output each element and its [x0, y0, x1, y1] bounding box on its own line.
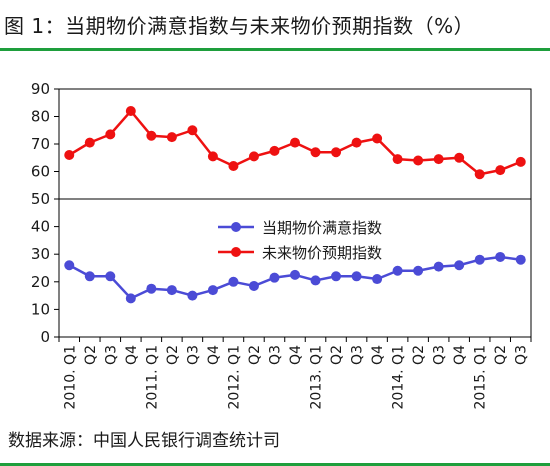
x-tick-label: Q3: [514, 345, 530, 365]
expected-series-point: [433, 154, 444, 165]
expected-series-point: [413, 155, 424, 166]
top-y-tick-label: 80: [31, 108, 50, 126]
bottom-y-tick-label: 40: [31, 218, 50, 236]
expected-series-point: [351, 137, 362, 148]
x-tick-label: 2012. Q1: [226, 345, 242, 409]
expected-series-point: [331, 147, 342, 158]
x-tick-label: Q2: [165, 345, 181, 365]
current-series-point: [413, 265, 424, 276]
current-series-point: [228, 276, 239, 287]
x-tick-label: Q2: [247, 345, 263, 365]
expected-series-point: [495, 165, 506, 176]
x-tick-label: Q3: [432, 345, 448, 365]
chart-title: 图 1：当期物价满意指数与未来物价预期指数（%）: [4, 14, 475, 38]
current-series-point: [290, 269, 300, 280]
x-tick-label: 2010. Q1: [62, 345, 78, 409]
expected-series-point: [207, 151, 218, 162]
legend-entry-expected-swatch-dot: [231, 247, 241, 257]
current-series-point: [146, 283, 157, 294]
current-series-point: [433, 261, 444, 272]
x-tick-label: Q3: [350, 345, 366, 365]
current-series-point: [166, 285, 177, 296]
legend-entry-expected-label: 未来物价预期指数: [262, 244, 382, 262]
source-note: 数据来源：中国人民银行调查统计司: [8, 431, 280, 451]
current-series-point: [372, 274, 383, 285]
expected-series-point: [105, 129, 116, 140]
x-tick-label: Q3: [185, 345, 201, 365]
expected-series-point: [146, 130, 157, 141]
expected-series-point: [228, 161, 239, 171]
x-tick-label: Q3: [103, 345, 119, 365]
title-divider: [0, 48, 550, 51]
current-series-point: [310, 275, 321, 286]
bottom-y-tick-label: 10: [31, 300, 50, 318]
expected-series-point: [290, 137, 300, 148]
x-tick-label: Q2: [493, 345, 509, 365]
current-series-point: [495, 251, 506, 262]
x-tick-label: Q4: [124, 345, 140, 365]
x-tick-label: 2014. Q1: [391, 345, 407, 409]
bottom-divider: [0, 463, 550, 466]
top-y-tick-label: 70: [31, 135, 50, 153]
expected-series-point: [269, 145, 280, 156]
expected-series-point: [515, 156, 526, 167]
current-series-point: [515, 254, 526, 265]
x-tick-label: Q2: [411, 345, 427, 365]
current-series-point: [187, 290, 198, 301]
current-series-point: [392, 265, 403, 276]
top-y-tick-label: 60: [31, 163, 50, 181]
expected-series-point: [248, 151, 259, 162]
current-series-point: [207, 285, 218, 296]
expected-series-point: [392, 154, 403, 165]
x-tick-label: Q3: [267, 345, 283, 365]
current-series-point: [351, 271, 362, 282]
expected-series-point: [474, 169, 485, 180]
current-series-point: [269, 272, 280, 283]
expected-series-point: [84, 137, 95, 148]
x-tick-label: 2013. Q1: [309, 345, 325, 409]
x-tick-label: Q4: [370, 345, 386, 365]
x-tick-label: Q4: [206, 345, 222, 365]
bottom-y-tick-label: 0: [40, 328, 50, 346]
x-tick-label: Q2: [329, 345, 345, 365]
current-series-point: [64, 260, 75, 271]
current-series-point: [248, 280, 259, 291]
top-y-tick-label: 50: [31, 190, 50, 208]
current-series-point: [331, 271, 342, 282]
x-tick-label: 2015. Q1: [473, 345, 489, 409]
x-tick-label: 2011. Q1: [144, 345, 160, 409]
current-series-point: [84, 271, 95, 282]
x-tick-label: Q4: [452, 345, 468, 365]
chart-marks: [64, 106, 526, 304]
expected-series-point: [372, 133, 383, 144]
top-y-tick-label: 90: [31, 80, 50, 98]
plot-frame: [58, 88, 532, 338]
legend-entry-current-swatch-dot: [231, 222, 241, 232]
expected-series-point: [64, 150, 75, 160]
expected-series-point: [454, 152, 465, 163]
expected-series-point: [125, 106, 136, 116]
current-series-point: [105, 271, 116, 282]
current-series-point: [125, 293, 136, 304]
current-series-point: [474, 254, 485, 265]
expected-series-point: [187, 125, 198, 136]
legend-entry-current-label: 当期物价满意指数: [262, 219, 382, 237]
current-series-point: [454, 260, 465, 271]
bottom-y-tick-label: 20: [31, 273, 50, 291]
bottom-y-tick-label: 30: [31, 245, 50, 263]
x-tick-label: Q4: [288, 345, 304, 365]
expected-series-point: [166, 132, 177, 143]
expected-series-point: [310, 147, 321, 158]
x-tick-label: Q2: [83, 345, 99, 365]
